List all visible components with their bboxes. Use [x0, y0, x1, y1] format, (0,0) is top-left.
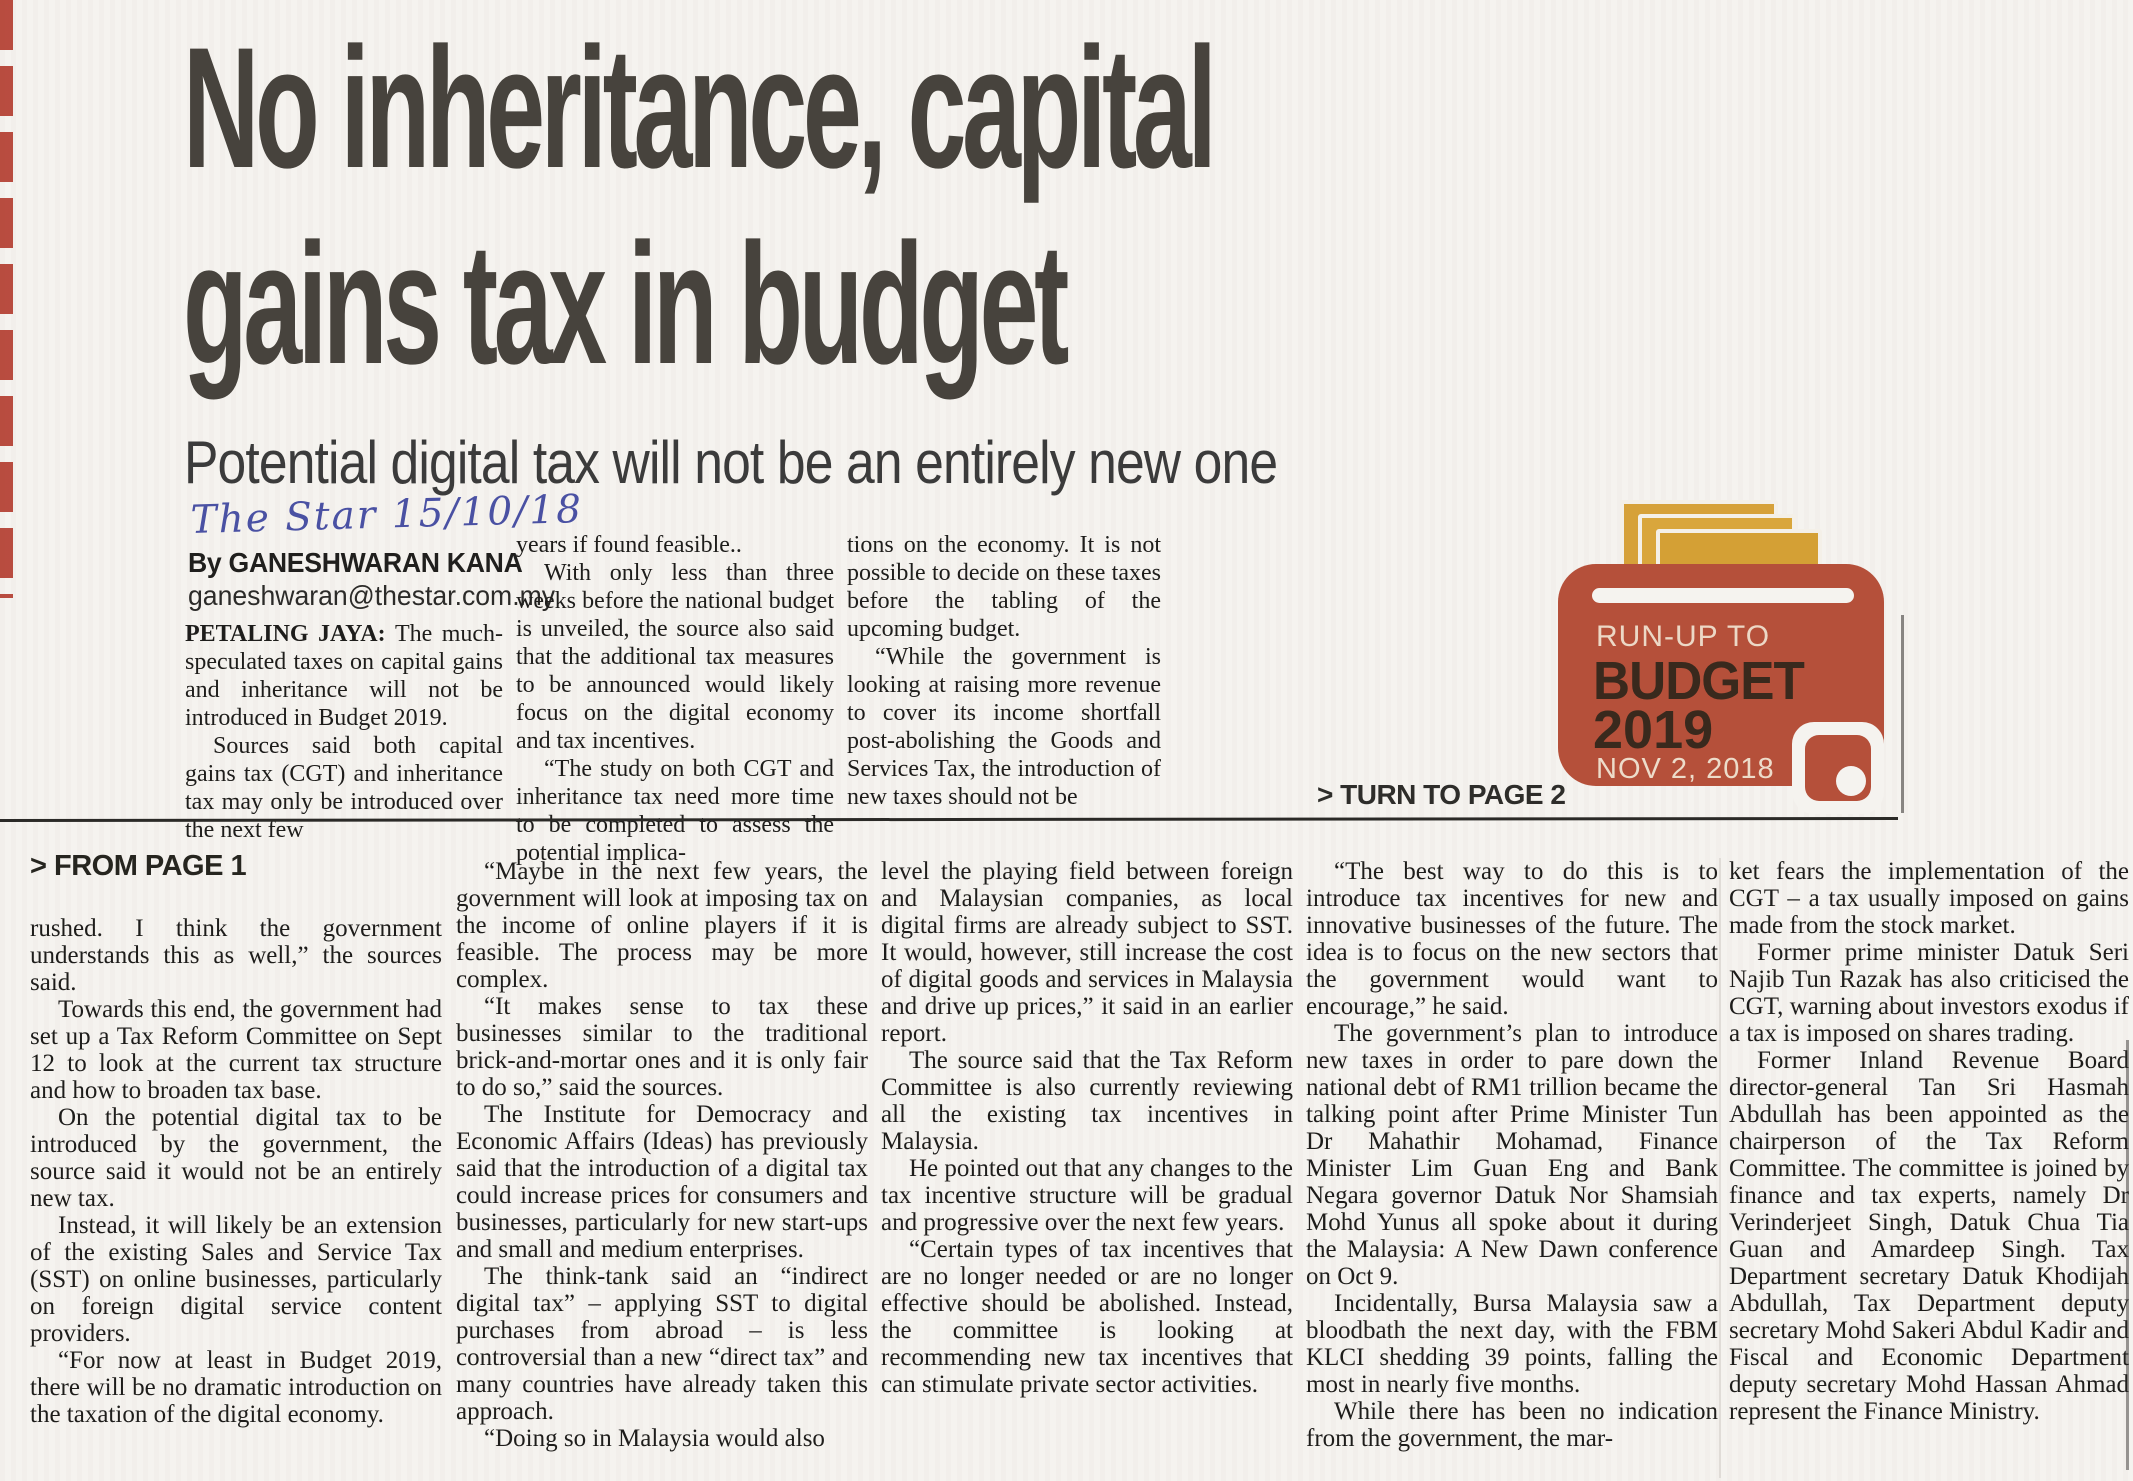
- paragraph: Towards this end, the government had set…: [30, 996, 442, 1104]
- article-column: PETALING JAYA: The much-speculated taxes…: [185, 620, 503, 844]
- article-column: “The best way to do this is to introduce…: [1306, 858, 1718, 1452]
- paragraph: The Institute for Democracy and Economic…: [456, 1101, 868, 1263]
- badge-title-text: BUDGET: [1593, 651, 1805, 711]
- badge-date-text: NOV 2, 2018: [1596, 753, 1775, 785]
- budget-2019-badge: RUN-UP TO BUDGET 2019 NOV 2, 2018: [1558, 492, 1890, 814]
- paragraph: On the potential digital tax to be intro…: [30, 1104, 442, 1212]
- turn-to-page-label: > TURN TO PAGE 2: [1317, 779, 1566, 810]
- paragraph: The source said that the Tax Reform Comm…: [881, 1047, 1293, 1155]
- badge-runup-text: RUN-UP TO: [1596, 620, 1771, 653]
- paragraph: With only less than three weeks before t…: [516, 560, 834, 754]
- article-column: level the playing field between foreign …: [881, 858, 1293, 1398]
- paragraph: Former prime minister Datuk Seri Najib T…: [1729, 939, 2129, 1047]
- paragraph: Sources said both capital gains tax (CGT…: [185, 733, 503, 843]
- paragraph: The think-tank said an “indirect digital…: [456, 1263, 868, 1425]
- subheadline: Potential digital tax will not be an ent…: [184, 429, 1278, 496]
- paragraph: rushed. I think the government understan…: [30, 915, 442, 996]
- paragraph: “It makes sense to tax these businesses …: [456, 993, 868, 1101]
- article-column: “Maybe in the next few years, the govern…: [456, 858, 868, 1452]
- paragraph: Former Inland Revenue Board director-gen…: [1729, 1047, 2129, 1425]
- scan-artifact-line: [1901, 615, 1904, 813]
- paragraph: tions on the economy. It is not possible…: [847, 532, 1161, 642]
- paragraph: “While the government is looking at rais…: [847, 644, 1161, 810]
- article-column: tions on the economy. It is not possible…: [847, 531, 1161, 811]
- article-column: rushed. I think the government understan…: [30, 915, 442, 1428]
- from-page-label: > FROM PAGE 1: [30, 850, 247, 882]
- paragraph: PETALING JAYA: The much-speculated taxes…: [185, 621, 503, 731]
- dateline-lead: PETALING JAYA:: [185, 621, 395, 647]
- paragraph: Incidentally, Bursa Malaysia saw a blood…: [1306, 1290, 1718, 1398]
- scan-artifact-line: [2126, 1040, 2129, 1470]
- paragraph: “Doing so in Malaysia would also: [484, 1425, 825, 1452]
- paragraph: “Certain types of tax incentives that ar…: [881, 1236, 1293, 1398]
- paragraph: “For now at least in Budget 2019, there …: [30, 1347, 442, 1428]
- byline-author: By GANESHWARAN KANA: [188, 547, 523, 578]
- headline-line-2: gains tax in budget: [183, 208, 1069, 400]
- paragraph: “The best way to do this is to introduce…: [1306, 858, 1718, 1020]
- paper-crease: [1719, 858, 1721, 1478]
- wallet-clasp-inner: [1805, 735, 1871, 801]
- headline-line-1: No inheritance, capital: [183, 12, 1217, 204]
- badge-year-text: 2019: [1593, 700, 1714, 760]
- scan-edge-marks: [0, 0, 13, 598]
- wallet-slot: [1592, 588, 1854, 603]
- paragraph: He pointed out that any changes to the t…: [881, 1155, 1293, 1236]
- wallet-clasp-button-icon: [1836, 766, 1866, 796]
- article-column: ket fears the implementation of the CGT …: [1729, 858, 2129, 1425]
- paragraph: level the playing field between foreign …: [881, 858, 1293, 1047]
- wallet-clasp-icon: [1792, 722, 1884, 814]
- paragraph: “The study on both CGT and inheritance t…: [516, 756, 834, 866]
- paragraph: ket fears the implementation of the CGT …: [1729, 858, 2129, 939]
- paragraph: “Maybe in the next few years, the govern…: [456, 858, 868, 993]
- article-column: years if found feasible.. With only less …: [516, 531, 834, 867]
- paragraph: The government’s plan to introduce new t…: [1306, 1020, 1718, 1290]
- paragraph: years if found feasible..: [516, 532, 742, 558]
- paragraph: Instead, it will likely be an extension …: [30, 1212, 442, 1347]
- byline-email: ganeshwaran@thestar.com.my: [188, 580, 556, 611]
- section-divider: [0, 817, 1899, 822]
- paragraph: While there has been no indication from …: [1306, 1398, 1718, 1452]
